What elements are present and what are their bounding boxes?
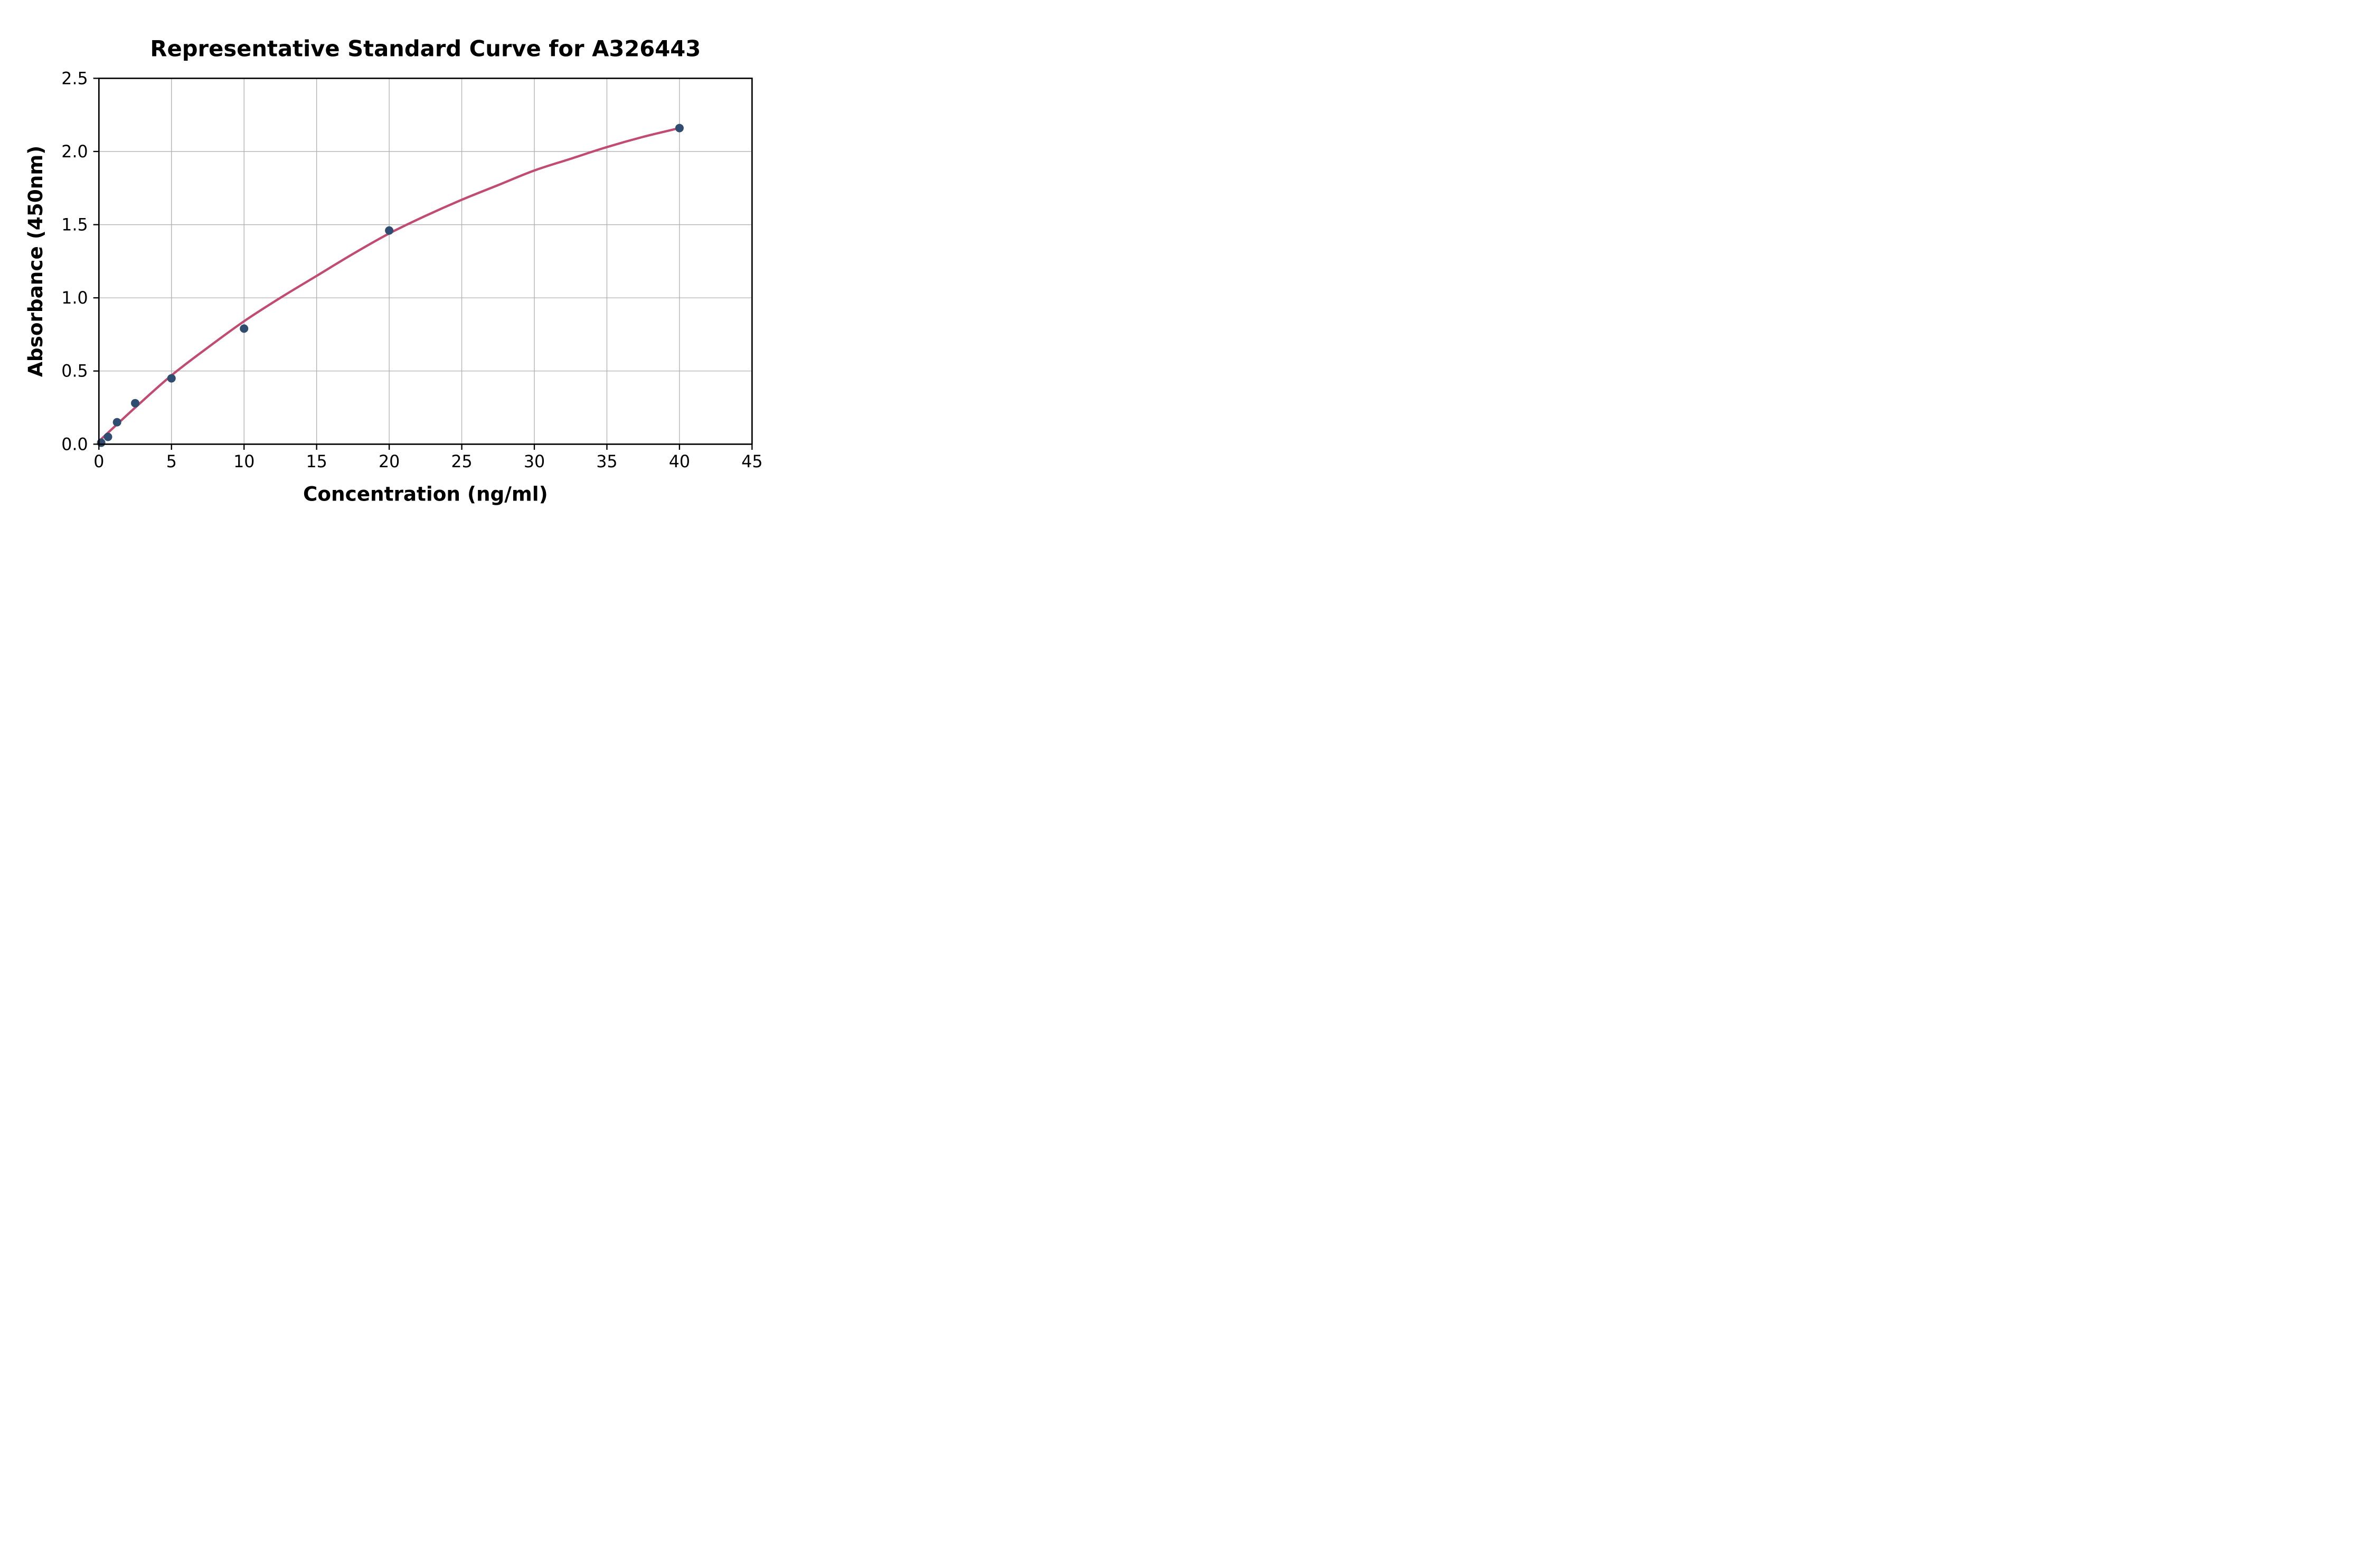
x-tick-label: 40 (669, 452, 690, 471)
data-point (240, 324, 249, 333)
data-point (385, 226, 394, 235)
x-tick-label: 20 (379, 452, 400, 471)
standard-curve-figure: 0 5 10 15 20 25 30 35 40 45 0.0 0.5 1.0 1.5 2.0 2.5 Repr… (0, 0, 792, 523)
y-tick-label: 1.0 (61, 289, 88, 308)
data-point (675, 124, 684, 133)
y-tick-label: 2.0 (61, 143, 88, 162)
x-tick-label: 15 (306, 452, 327, 471)
data-point (112, 418, 121, 427)
y-tick-label: 2.5 (61, 69, 88, 88)
figure-background (0, 0, 792, 523)
standard-curve-chart: 0 5 10 15 20 25 30 35 40 45 0.0 0.5 1.0 1.5 2.0 2.5 Repr… (0, 0, 792, 523)
plot-box-spines (98, 78, 753, 445)
y-tick-label: 1.5 (61, 216, 88, 235)
x-tick-label: 30 (524, 452, 545, 471)
y-tick-label: 0.0 (61, 435, 88, 454)
data-point (167, 374, 176, 383)
y-tick-label: 0.5 (61, 362, 88, 381)
x-tick-label: 35 (596, 452, 617, 471)
x-tick-label: 45 (741, 452, 762, 471)
x-axis-label: Concentration (ng/ml) (303, 482, 548, 505)
data-point (131, 399, 140, 408)
y-axis-label: Absorbance (450nm) (24, 146, 47, 377)
x-tick-label: 25 (451, 452, 472, 471)
data-point (103, 432, 112, 441)
x-tick-label: 5 (166, 452, 177, 471)
x-tick-label: 0 (93, 452, 104, 471)
fit-curve (98, 127, 681, 442)
x-tick-label: 10 (233, 452, 254, 471)
chart-title: Representative Standard Curve for A32644… (150, 36, 701, 62)
